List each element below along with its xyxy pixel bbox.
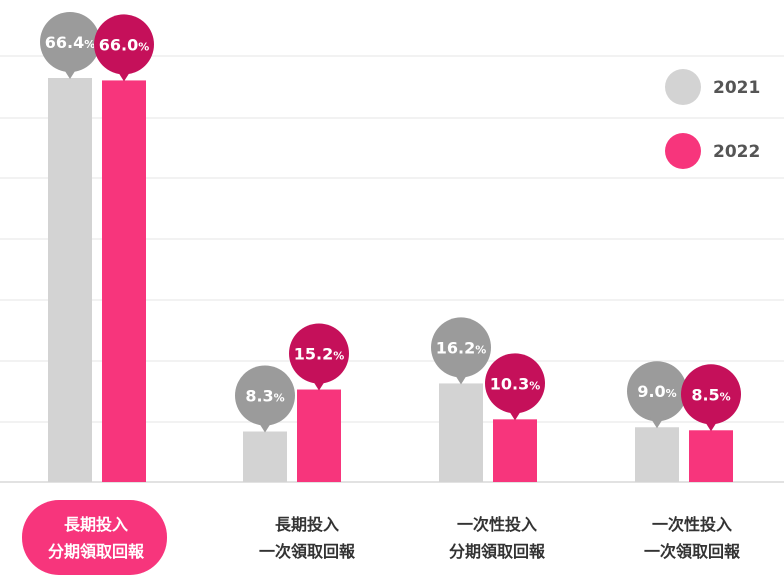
bubble-shape — [485, 353, 545, 414]
legend-item-2022: 2022 — [665, 133, 760, 169]
bubble-pointer — [312, 379, 326, 391]
value-label: 10.3% — [490, 374, 541, 393]
legend: 2021 2022 — [665, 69, 760, 169]
value-bubble-2021-0: 66.4% — [40, 12, 100, 79]
value-bubble-2022-0: 66.0% — [94, 14, 154, 82]
bubble-pointer — [454, 373, 468, 385]
value-bubble-2022-2: 10.3% — [485, 353, 545, 421]
legend-label: 2021 — [713, 78, 760, 98]
category-label-line: 一次領取回報 — [259, 542, 356, 561]
category-highlight-pill — [22, 500, 167, 575]
value-label: 8.3% — [245, 387, 284, 406]
bubble-pointer — [508, 409, 522, 421]
bar-2022-3 — [689, 430, 733, 482]
bubble-shape — [40, 12, 100, 72]
legend-label: 2022 — [713, 142, 760, 162]
value-label: 15.2% — [294, 345, 345, 364]
bubble-pointer — [704, 420, 718, 432]
value-label: 8.5% — [691, 385, 730, 404]
bar-2021-3 — [635, 427, 679, 482]
bar-2021-0 — [48, 78, 92, 482]
value-bubble-2022-1: 15.2% — [289, 323, 349, 391]
bubble-pointer — [63, 68, 77, 79]
bubble-shape — [289, 323, 349, 384]
bubble-pointer — [117, 70, 131, 82]
value-bubble-2021-3: 9.0% — [627, 361, 687, 429]
legend-swatch — [665, 69, 701, 105]
bubble-pointer — [258, 421, 272, 433]
bar-2022-0 — [102, 80, 146, 482]
legend-swatch — [665, 133, 701, 169]
bubble-shape — [681, 364, 741, 425]
value-bubble-2021-2: 16.2% — [431, 317, 491, 385]
category-label-line: 分期領取回報 — [449, 542, 546, 561]
category-label-line: 一次領取回報 — [644, 542, 741, 561]
bar-2022-2 — [493, 419, 537, 482]
value-label: 16.2% — [436, 338, 487, 357]
value-label: 66.0% — [99, 35, 150, 54]
value-label: 66.4% — [45, 33, 96, 52]
value-bubble-2022-3: 8.5% — [681, 364, 741, 432]
bar-2021-1 — [243, 431, 287, 482]
value-labels: 66.4% 8.3% 16.2% 9.0% 66.0% 15.2% 10.3% 8.5% — [40, 12, 741, 433]
bar-2021-2 — [439, 383, 483, 482]
bubble-shape — [94, 14, 154, 75]
bubble-shape — [627, 361, 687, 422]
category-label-line: 長期投入 — [64, 515, 128, 534]
category-labels: 長期投入分期領取回報長期投入一次領取回報一次性投入分期領取回報一次性投入一次領取… — [22, 500, 741, 575]
category-label-line: 一次性投入 — [457, 515, 537, 534]
category-label-line: 長期投入 — [275, 515, 339, 534]
legend-item-2021: 2021 — [665, 69, 760, 105]
bubble-shape — [431, 317, 491, 378]
category-label-line: 分期領取回報 — [48, 542, 145, 561]
value-label: 9.0% — [637, 382, 676, 401]
bubble-shape — [235, 365, 295, 426]
bars — [48, 78, 733, 482]
value-bubble-2021-1: 8.3% — [235, 365, 295, 433]
bar-2022-1 — [297, 389, 341, 482]
bubble-pointer — [650, 417, 664, 429]
category-label-line: 一次性投入 — [652, 515, 732, 534]
